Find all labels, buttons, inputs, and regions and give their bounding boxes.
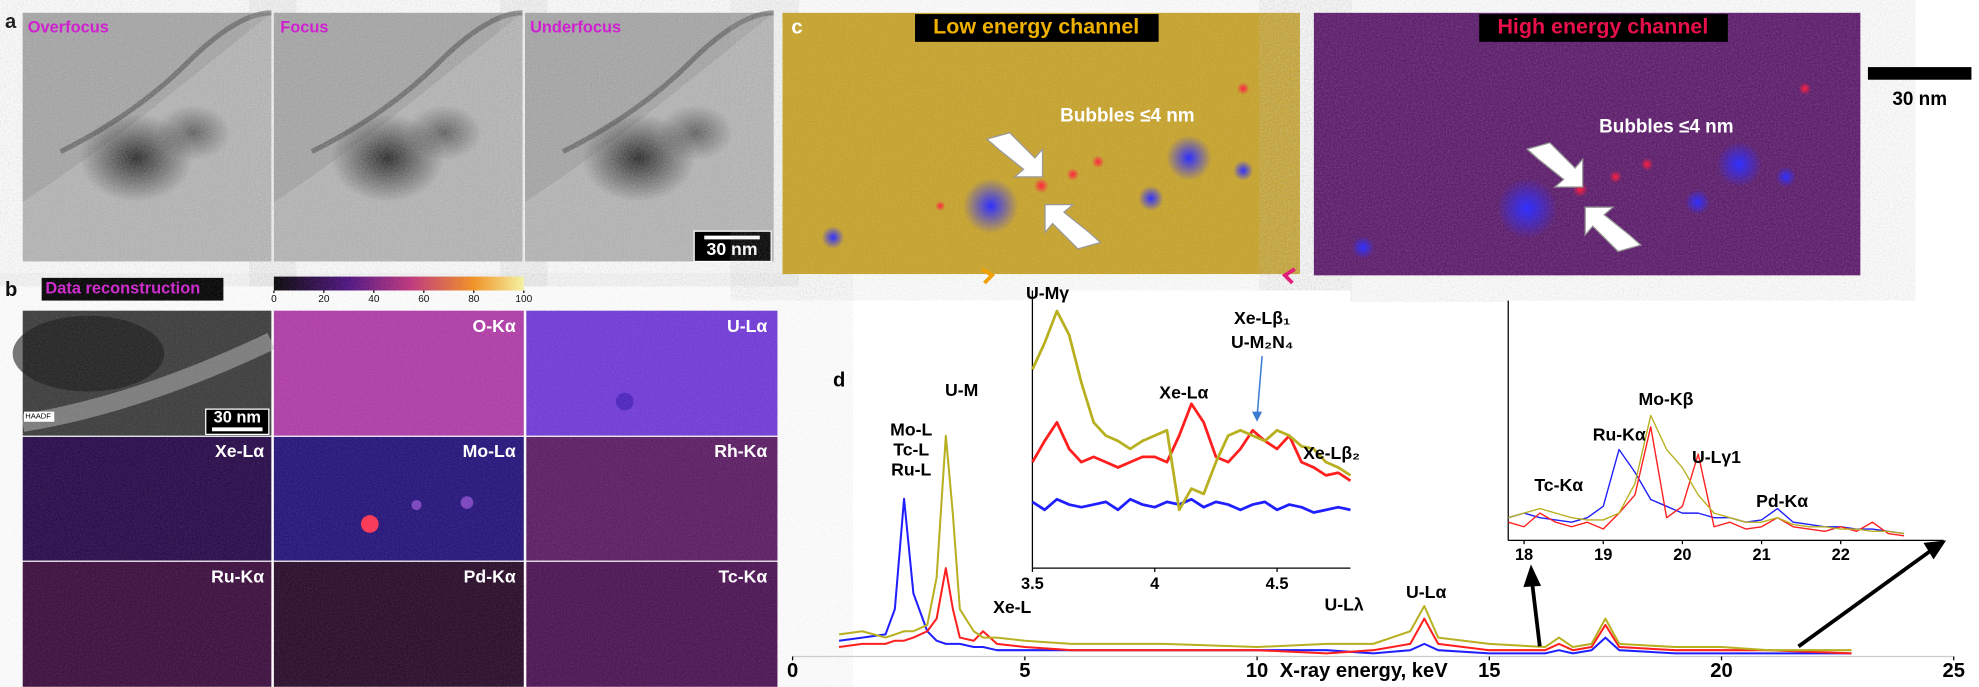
spectrum-line <box>838 567 1852 655</box>
panel-label: b <box>5 279 17 301</box>
x-tick-label: 20 <box>1673 546 1691 564</box>
peak-label: Ru-L <box>891 460 931 480</box>
x-tick-label: 20 <box>1710 660 1732 682</box>
micrograph <box>274 13 523 262</box>
panel-label: d <box>833 370 845 392</box>
colorbar-tick-label: 40 <box>368 294 380 305</box>
map-grid <box>12 310 778 687</box>
peak-label: Xe-Lα <box>1159 383 1208 403</box>
marker <box>980 267 996 285</box>
pointer-arrows <box>1523 540 1947 648</box>
title-box <box>915 14 1159 42</box>
pointer <box>1256 356 1263 417</box>
spectrum-line <box>1508 448 1905 535</box>
title-box <box>41 277 224 301</box>
colorbar-ticks: 0 20 40 60 80 100 <box>271 290 533 305</box>
spectra: 0 5 10 15 20 25 X-ray energy, keV Mo-LTc-LRu-L U… <box>787 283 1965 682</box>
map-label: Tc-Kα <box>718 566 767 586</box>
map-label: Ru-Kα <box>211 566 264 586</box>
x-tick-label: 4.5 <box>1266 575 1289 593</box>
micrograph <box>23 13 272 262</box>
map-label: O-Kα <box>472 316 515 336</box>
colorbar-tick-label: 60 <box>418 294 430 305</box>
scale-bar-label: 30 nm <box>214 408 261 426</box>
x-axis-label: X-ray energy, keV <box>1280 660 1448 682</box>
peak-label: Mo-L <box>890 419 932 439</box>
peak-label: Xe-Lβ₁ <box>1234 308 1290 328</box>
spectrum-line <box>1508 414 1905 535</box>
colorbar-tick-label: 80 <box>468 294 480 305</box>
title-box <box>1479 14 1728 42</box>
map-label: HAADF <box>25 412 51 421</box>
peak-label: Mo-Kβ <box>1639 389 1694 409</box>
map-label: Rh-Kα <box>714 441 767 461</box>
x-tick-label: 4 <box>1150 575 1160 593</box>
scale-bar <box>1867 67 1972 80</box>
annotation: Bubbles ≤4 nm <box>1060 105 1194 126</box>
peak-label: U-Lλ <box>1325 595 1364 615</box>
x-tick-label: 19 <box>1594 546 1612 564</box>
image-noise <box>1313 12 1861 276</box>
spectrum-line <box>1031 497 1351 514</box>
map-label: Mo-Lα <box>463 441 516 461</box>
peak-label: Pd-Kα <box>1756 491 1808 511</box>
map-noise <box>22 310 778 687</box>
colorbar-tick-label: 0 <box>271 294 277 305</box>
inset-background <box>1032 290 1351 569</box>
panel-label: c <box>791 16 802 38</box>
panel-title: Data reconstruction <box>45 280 200 298</box>
x-tick-label: 10 <box>1246 660 1268 682</box>
map-labels: O-Kα U-Lα Xe-Lα Mo-Lα Rh-Kα Ru-Kα Pd-Kα Tc-Kα <box>211 316 767 587</box>
label-box <box>23 411 55 422</box>
bubbles <box>821 82 1812 259</box>
spectrum-line <box>1031 402 1352 482</box>
x-tick-label: 22 <box>1832 546 1850 564</box>
panel-label: a <box>5 11 17 33</box>
image-label: Overfocus <box>28 18 109 36</box>
scale-bar-label: 30 nm <box>1892 89 1947 110</box>
image-noise <box>782 12 1300 275</box>
micrograph <box>525 13 774 262</box>
x-tick-label: 5 <box>1019 660 1030 682</box>
channel-title: High energy channel <box>1497 15 1708 39</box>
peak-label: Xe-Lβ₂ <box>1303 443 1360 463</box>
peak-label: U-Mγ <box>1026 283 1069 303</box>
scale-bar-label: 30 nm <box>707 239 758 259</box>
x-tick-label: 3.5 <box>1021 575 1044 593</box>
image-label: Underfocus <box>530 18 621 36</box>
spectrum-line <box>1031 309 1352 512</box>
map-label: Xe-Lα <box>215 441 264 461</box>
peak-label: Ru-Kα <box>1593 424 1646 444</box>
peak-label: Xe-L <box>993 597 1031 617</box>
x-tick-label: 15 <box>1478 660 1500 682</box>
map-label: Pd-Kα <box>464 566 516 586</box>
colorbar-tick-label: 100 <box>515 294 532 305</box>
peak-label: Tc-Kα <box>1534 475 1583 495</box>
peak-label: U-M <box>945 380 978 400</box>
spectrum-line <box>838 434 1852 652</box>
channel-title: Low energy channel <box>933 15 1139 39</box>
marker <box>1281 267 1296 285</box>
inset-background <box>1508 300 1944 541</box>
image-label: Focus <box>280 18 328 36</box>
peak-label: U-Lγ1 <box>1692 447 1741 467</box>
map-label: U-Lα <box>727 316 767 336</box>
x-tick-label: 21 <box>1752 546 1770 564</box>
colorbar <box>273 276 524 291</box>
x-tick-label: 18 <box>1515 546 1533 564</box>
peak-label: U-M₂N₄ <box>1231 332 1293 352</box>
x-tick-label: 0 <box>787 660 798 682</box>
arrows <box>985 132 1643 253</box>
peak-label: U-Lα <box>1406 582 1446 602</box>
colorbar-tick-label: 20 <box>318 294 330 305</box>
pointer-head <box>1252 411 1263 422</box>
spectrum-line <box>1508 426 1905 537</box>
x-tick-label: 25 <box>1943 660 1965 682</box>
peak-label: Tc-L <box>893 439 929 459</box>
annotation: Bubbles ≤4 nm <box>1599 117 1733 138</box>
